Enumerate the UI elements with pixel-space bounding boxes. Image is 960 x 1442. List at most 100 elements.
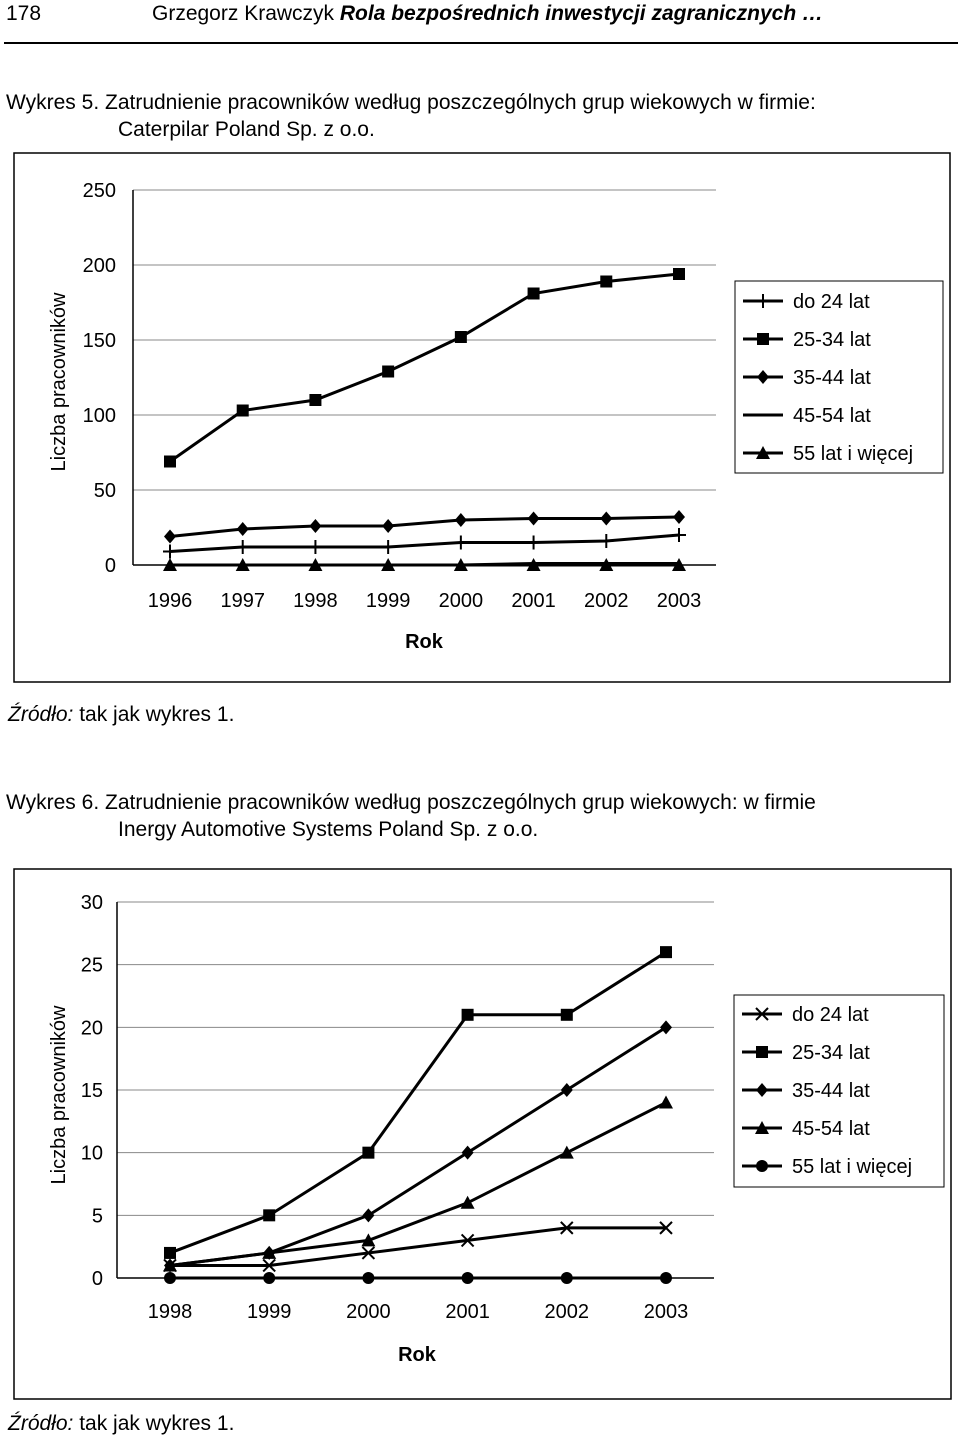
chart2-ytick-label: 25	[81, 955, 103, 977]
chart1-data-point	[163, 544, 177, 559]
chart2-data-point	[164, 1272, 176, 1284]
chart1-data-point	[672, 528, 686, 542]
chart2-data-point	[362, 1146, 375, 1159]
chart2-caption-line2: Inergy Automotive Systems Poland Sp. z o…	[118, 818, 539, 841]
chart2-legend-marker	[755, 1121, 769, 1134]
chart1-source-text: tak jak wykres 1.	[73, 703, 235, 726]
chart1-data-point	[235, 540, 250, 554]
chart2-data-point	[461, 1272, 474, 1284]
chart1-ylabel: Liczba pracowników	[48, 292, 70, 472]
chart2-data-point	[560, 1008, 573, 1021]
chart1-data-point	[163, 558, 177, 571]
page-number: 178	[6, 2, 42, 25]
chart1-legend-marker	[757, 333, 769, 345]
chart2-frame	[13, 868, 952, 1400]
chart1-data-point	[454, 331, 467, 343]
chart2-legend-label: 35-44 lat	[792, 1080, 870, 1102]
chart1-xtick-label: 1997	[220, 590, 265, 612]
chart2-xtick-label: 2003	[644, 1301, 689, 1323]
chart1-legend-marker	[756, 446, 770, 459]
chart1-caption-line2: Caterpilar Poland Sp. z o.o.	[118, 118, 375, 141]
chart2-xtick-label: 1999	[247, 1301, 292, 1323]
chart2-data-point	[560, 1083, 573, 1097]
chart2-series-line	[169, 950, 667, 1255]
chart1-data-point	[382, 365, 395, 378]
header-author: Grzegorz Krawczyk	[152, 2, 335, 25]
chart2-legend-marker	[756, 1046, 768, 1058]
chart1-xlabel: Rok	[405, 631, 444, 653]
chart2-xtick-label: 2002	[545, 1301, 590, 1323]
chart1-series-line	[169, 515, 680, 538]
chart1-series-line	[169, 533, 680, 553]
page-header: 178 Grzegorz Krawczyk Rola bezpośrednich…	[0, 0, 960, 40]
running-header: Grzegorz Krawczyk Rola bezpośrednich inw…	[152, 2, 823, 26]
chart2-caption: Wykres 6. Zatrudnienie pracowników wedłu…	[6, 791, 816, 814]
chart2-data-point	[659, 1221, 673, 1235]
chart2-ytick-label: 20	[81, 1017, 103, 1039]
chart2-series-line	[170, 1226, 666, 1267]
chart1-data-point	[599, 558, 614, 571]
chart1-source-label: Źródło:	[8, 703, 74, 726]
chart1-source: Źródło: tak jak wykres 1.	[8, 703, 234, 727]
chart1-xtick-label: 2003	[657, 590, 702, 612]
header-title: Rola bezpośrednich inwestycji zagraniczn…	[339, 2, 824, 25]
chart2-xtick-label: 2001	[445, 1301, 490, 1323]
chart1-legend-label: 55 lat i więcej	[793, 443, 913, 465]
chart1-ytick-label: 150	[83, 330, 116, 352]
chart1-data-point	[381, 540, 396, 554]
chart2-ylabel: Liczba pracowników	[48, 1005, 70, 1185]
chart2-legend-marker	[756, 1160, 768, 1172]
chart1-data-point	[672, 558, 686, 571]
chart1-xtick-label: 2000	[439, 590, 484, 612]
chart1-xtick-label: 1996	[148, 590, 193, 612]
chart2-legend-marker	[756, 1083, 768, 1097]
chart1-legend-marker	[757, 370, 769, 384]
chart2-data-point	[361, 1246, 376, 1260]
chart2-data-point	[659, 1095, 673, 1109]
chart1-data-point	[453, 558, 468, 571]
chart2-data-point	[560, 1272, 573, 1284]
chart2-data-point	[559, 1145, 574, 1159]
chart1-data-point	[526, 558, 541, 571]
chart1-data-point	[673, 510, 685, 524]
chart1-legend-label: do 24 lat	[793, 291, 870, 313]
chart2-ytick-label: 10	[81, 1143, 103, 1165]
chart1-ytick-label: 100	[83, 405, 116, 427]
chart2-legend-label: do 24 lat	[792, 1004, 869, 1026]
chart2-legend-label: 25-34 lat	[792, 1042, 870, 1064]
chart2-data-point	[560, 1221, 574, 1235]
chart2-source-label: Źródło:	[8, 1412, 74, 1435]
chart1-caption: Wykres 5. Zatrudnienie pracowników wedłu…	[6, 91, 816, 114]
chart2-data-point	[262, 1258, 276, 1273]
chart1-data-point	[526, 535, 541, 550]
chart2-source: Źródło: tak jak wykres 1.	[8, 1412, 234, 1436]
chart1-data-point	[164, 455, 176, 468]
header-rule	[4, 42, 958, 44]
chart2-data-point	[262, 1245, 277, 1259]
chart2-data-point	[361, 1233, 376, 1247]
chart2-series-line	[169, 1026, 667, 1267]
chart1-data-point	[599, 534, 614, 548]
chart1-xtick-label: 1998	[293, 590, 338, 612]
chart2-data-point	[164, 1246, 176, 1259]
chart2-data-point	[460, 1195, 475, 1209]
chart2-data-point	[163, 1258, 177, 1272]
chart2-legend-label: 45-54 lat	[792, 1118, 870, 1140]
chart1-data-point	[235, 558, 250, 571]
chart1-ytick-label: 200	[83, 255, 116, 277]
chart2-data-point	[461, 1145, 474, 1160]
chart2-data-point	[362, 1272, 375, 1284]
chart2-data-point	[460, 1233, 475, 1248]
chart1-data-point	[527, 287, 540, 300]
chart1-xtick-label: 2001	[511, 590, 556, 612]
chart2-xtick-label: 1998	[148, 1301, 193, 1323]
chart2-source-text: tak jak wykres 1.	[73, 1412, 235, 1435]
chart1-legend-marker	[756, 294, 770, 308]
chart1-ytick-label: 50	[94, 480, 116, 502]
chart2-xlabel: Rok	[398, 1344, 437, 1366]
chart1-ytick-label: 0	[105, 555, 116, 577]
chart2-data-point	[660, 946, 672, 959]
chart1-data-point	[453, 535, 468, 550]
chart1-xtick-label: 1999	[366, 590, 411, 612]
